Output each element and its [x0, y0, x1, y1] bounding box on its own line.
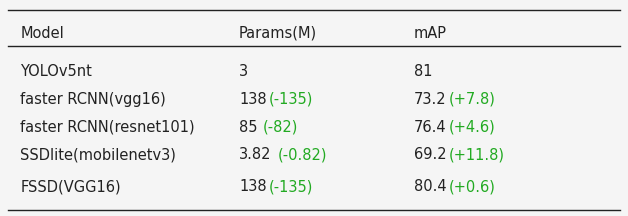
- Text: Params(M): Params(M): [239, 26, 317, 41]
- Text: YOLOv5nt: YOLOv5nt: [20, 64, 92, 79]
- Text: (-0.82): (-0.82): [278, 147, 327, 162]
- Text: 80.4: 80.4: [414, 179, 447, 194]
- Text: (+4.6): (+4.6): [448, 120, 495, 135]
- Text: (-135): (-135): [269, 179, 313, 194]
- Text: (+11.8): (+11.8): [448, 147, 504, 162]
- Text: faster RCNN(vgg16): faster RCNN(vgg16): [20, 92, 166, 107]
- Text: faster RCNN(resnet101): faster RCNN(resnet101): [20, 120, 195, 135]
- Text: 76.4: 76.4: [414, 120, 447, 135]
- Text: 73.2: 73.2: [414, 92, 447, 107]
- Text: (-135): (-135): [269, 92, 313, 107]
- Text: Model: Model: [20, 26, 64, 41]
- Text: (-82): (-82): [263, 120, 298, 135]
- Text: mAP: mAP: [414, 26, 447, 41]
- Text: 81: 81: [414, 64, 433, 79]
- Text: 3.82: 3.82: [239, 147, 271, 162]
- Text: SSDlite(mobilenetv3): SSDlite(mobilenetv3): [20, 147, 176, 162]
- Text: 138: 138: [239, 92, 267, 107]
- Text: (+7.8): (+7.8): [448, 92, 495, 107]
- Text: 138: 138: [239, 179, 267, 194]
- Text: 69.2: 69.2: [414, 147, 447, 162]
- Text: 85: 85: [239, 120, 257, 135]
- Text: (+0.6): (+0.6): [448, 179, 495, 194]
- Text: FSSD(VGG16): FSSD(VGG16): [20, 179, 121, 194]
- Text: 3: 3: [239, 64, 248, 79]
